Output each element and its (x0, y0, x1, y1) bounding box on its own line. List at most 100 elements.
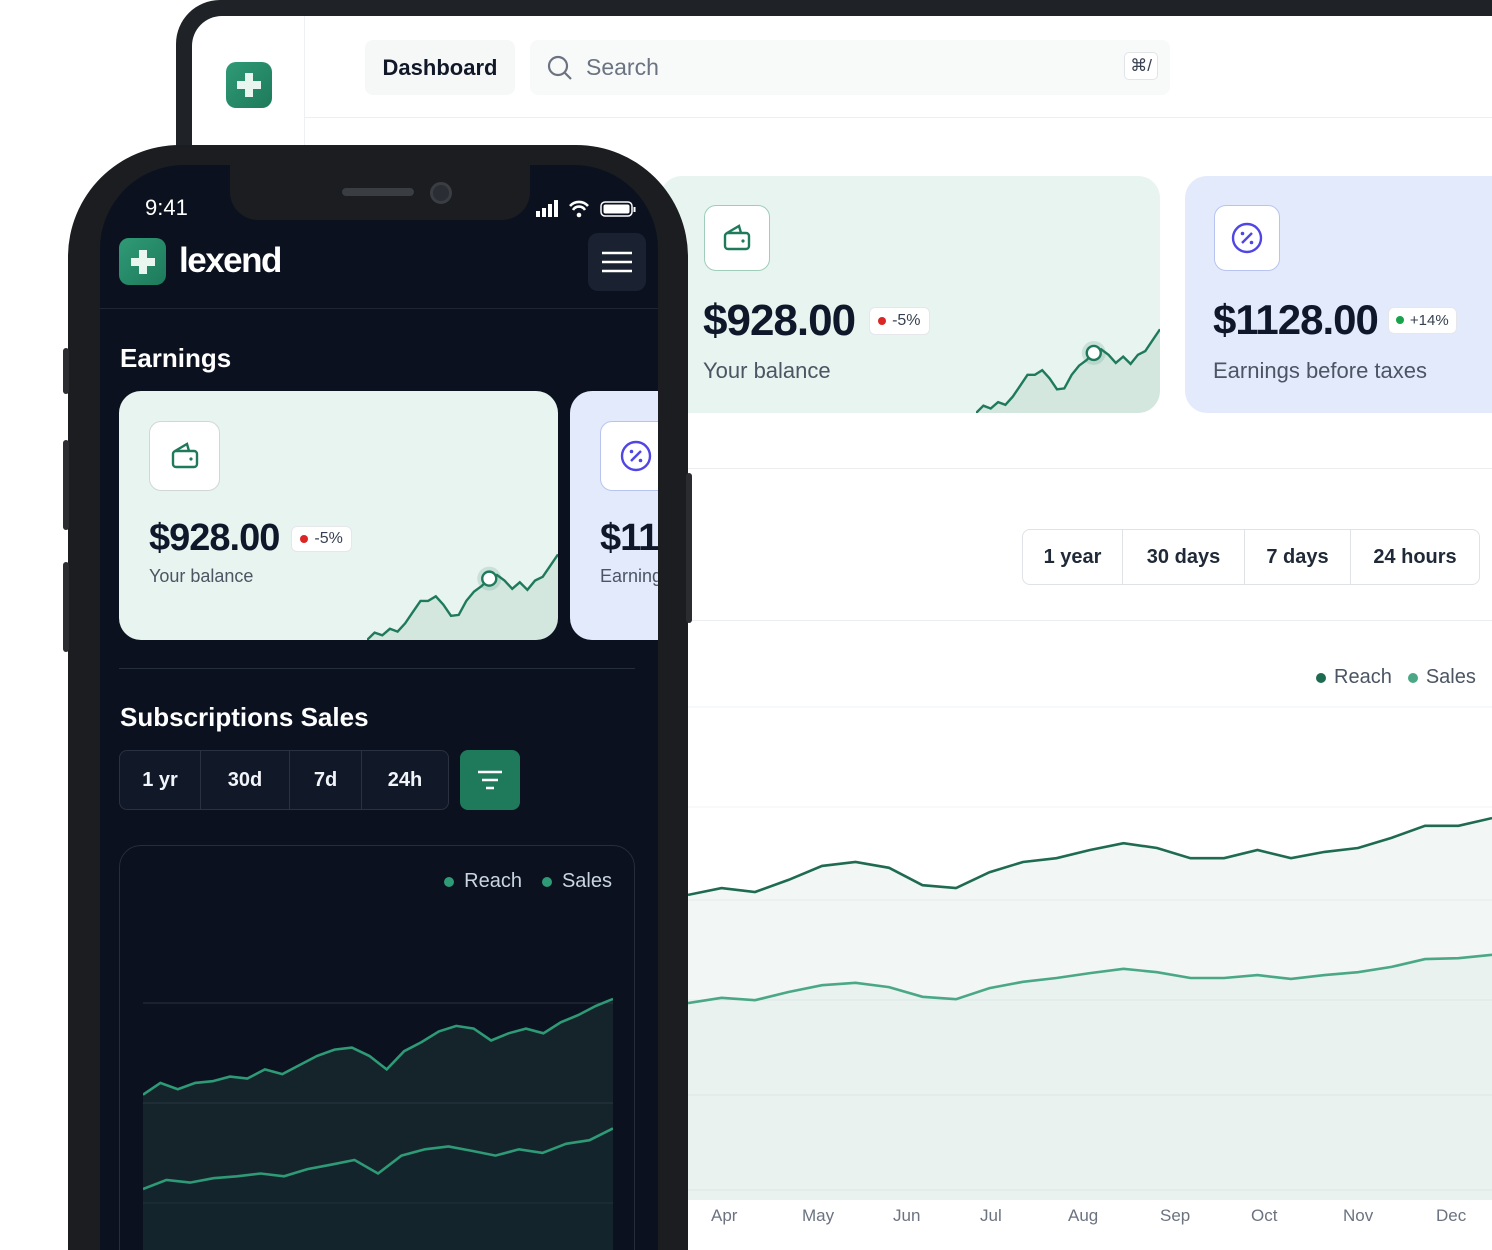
brand-logo[interactable] (119, 238, 166, 285)
status-icons (536, 200, 636, 218)
wifi-icon (569, 200, 589, 211)
sparkline-marker (1085, 344, 1102, 362)
hamburger-icon (602, 251, 632, 273)
phone-balance-card[interactable]: $928.00 -5% Your balance (119, 391, 558, 640)
plus-logo-icon (130, 249, 155, 274)
change-badge: -5% (869, 307, 930, 335)
x-tick-label: Aug (1068, 1206, 1099, 1225)
earnings-amount: $1128.00 (1213, 296, 1379, 343)
search-input[interactable]: Search ⌘/ (530, 40, 1170, 95)
range-1-yr[interactable]: 1 yr (120, 751, 201, 809)
tab-dashboard[interactable]: Dashboard (365, 40, 515, 95)
phone-reach-sales-chart (143, 997, 613, 1250)
speaker-grille (342, 188, 414, 196)
signal-icon (536, 200, 558, 217)
percent-badge-icon (620, 440, 651, 472)
series-line-reach (688, 816, 1492, 897)
range-30d[interactable]: 30d (201, 751, 290, 809)
percent-icon-box (600, 421, 658, 491)
change-badge: -5% (291, 525, 352, 552)
phone-screen: 9:41 lexend Earnings $928.00 -5% Your ba… (100, 165, 658, 1250)
range-24-hours[interactable]: 24 hours (1373, 545, 1457, 568)
sparkline-area (367, 554, 558, 640)
plus-logo-icon (237, 73, 261, 97)
shortcut-hint: ⌘/ (1124, 52, 1158, 80)
series-area-sales (688, 954, 1492, 1200)
balance-amount: $928.00 (149, 517, 280, 559)
x-tick-label: Jun (893, 1206, 921, 1225)
series-line-sales (688, 953, 1492, 1005)
phone-notch (230, 165, 530, 220)
reach-sales-chart (688, 706, 1492, 1200)
battery-icon (600, 201, 636, 217)
header-divider (305, 117, 1492, 118)
x-tick-label: Dec (1436, 1206, 1467, 1225)
change-value: -5% (892, 312, 921, 329)
balance-amount: $928.00 (703, 296, 856, 345)
phone-chart-card: Reach Sales (119, 845, 635, 1250)
phone-button (63, 440, 69, 530)
status-time: 9:41 (145, 195, 188, 220)
legend-reach: Reach (464, 870, 522, 892)
balance-sparkline (976, 328, 1160, 413)
series-area-reach (143, 998, 613, 1250)
x-tick-label: Apr (711, 1206, 738, 1225)
phone-button (686, 473, 692, 623)
positive-dot (1395, 316, 1404, 324)
sparkline-marker (481, 570, 498, 587)
wallet-icon (723, 224, 751, 251)
chart-legend: Reach Sales (444, 870, 612, 893)
change-value: -5% (314, 529, 343, 547)
earnings-label: Earnings before taxes (600, 566, 658, 586)
phone-range-selector: 1 yr 30d 7d 24h (119, 750, 449, 810)
brand-name: lexend (179, 241, 282, 280)
earnings-title: Earnings (120, 343, 232, 373)
balance-label: Your balance (149, 566, 254, 586)
series-area-reach (688, 818, 1492, 1200)
search-placeholder: Search (586, 54, 659, 80)
earnings-card[interactable]: $1128.00 +14% Earnings before taxes (1185, 176, 1492, 413)
range-1-year[interactable]: 1 year (1023, 530, 1123, 584)
negative-dot (300, 534, 309, 543)
series-line-reach (143, 997, 613, 1096)
wallet-icon (171, 442, 198, 469)
wallet-icon-box (704, 205, 770, 271)
balance-card[interactable]: $928.00 -5% Your balance (660, 176, 1160, 413)
range-selector: 1 year 30 days 7 days 24 hours (1022, 529, 1480, 585)
sparkline-line (976, 328, 1160, 413)
range-24h[interactable]: 24h (387, 768, 423, 791)
balance-sparkline (367, 553, 558, 640)
subscriptions-title: Subscriptions Sales (120, 702, 369, 732)
legend-sales: Sales (561, 870, 612, 892)
change-value: +14% (1409, 311, 1449, 329)
range-30-days[interactable]: 30 days (1123, 530, 1245, 584)
sparkline-line (367, 553, 558, 640)
app-logo[interactable] (226, 62, 272, 108)
legend-sales-dot (1407, 672, 1418, 683)
wallet-icon-box (149, 421, 220, 491)
filter-icon (478, 770, 502, 790)
negative-dot (878, 317, 887, 325)
change-badge: +14% (1387, 306, 1457, 334)
camera-icon (430, 182, 452, 204)
series-area-sales (143, 1128, 613, 1250)
range-7-days[interactable]: 7 days (1245, 530, 1351, 584)
legend-sales: Sales (1425, 666, 1476, 688)
phone-button (63, 348, 69, 394)
legend-reach-dot (1316, 672, 1326, 683)
legend-sales-dot (541, 876, 552, 887)
chart-legend: Reach Sales (1316, 666, 1476, 689)
menu-button[interactable] (588, 233, 646, 291)
percent-icon-box (1214, 205, 1280, 271)
filter-button[interactable] (460, 750, 520, 810)
range-7d[interactable]: 7d (290, 751, 362, 809)
section-divider (688, 468, 1492, 469)
section-divider (119, 668, 635, 669)
legend-reach-dot (444, 876, 455, 887)
x-tick-label: May (802, 1206, 835, 1225)
x-tick-label: Sep (1160, 1206, 1191, 1225)
phone-earnings-card[interactable]: $1128.00 Earnings before taxes (570, 391, 658, 640)
search-icon (547, 55, 572, 80)
phone-button (63, 562, 69, 652)
x-tick-label: Oct (1251, 1206, 1278, 1225)
